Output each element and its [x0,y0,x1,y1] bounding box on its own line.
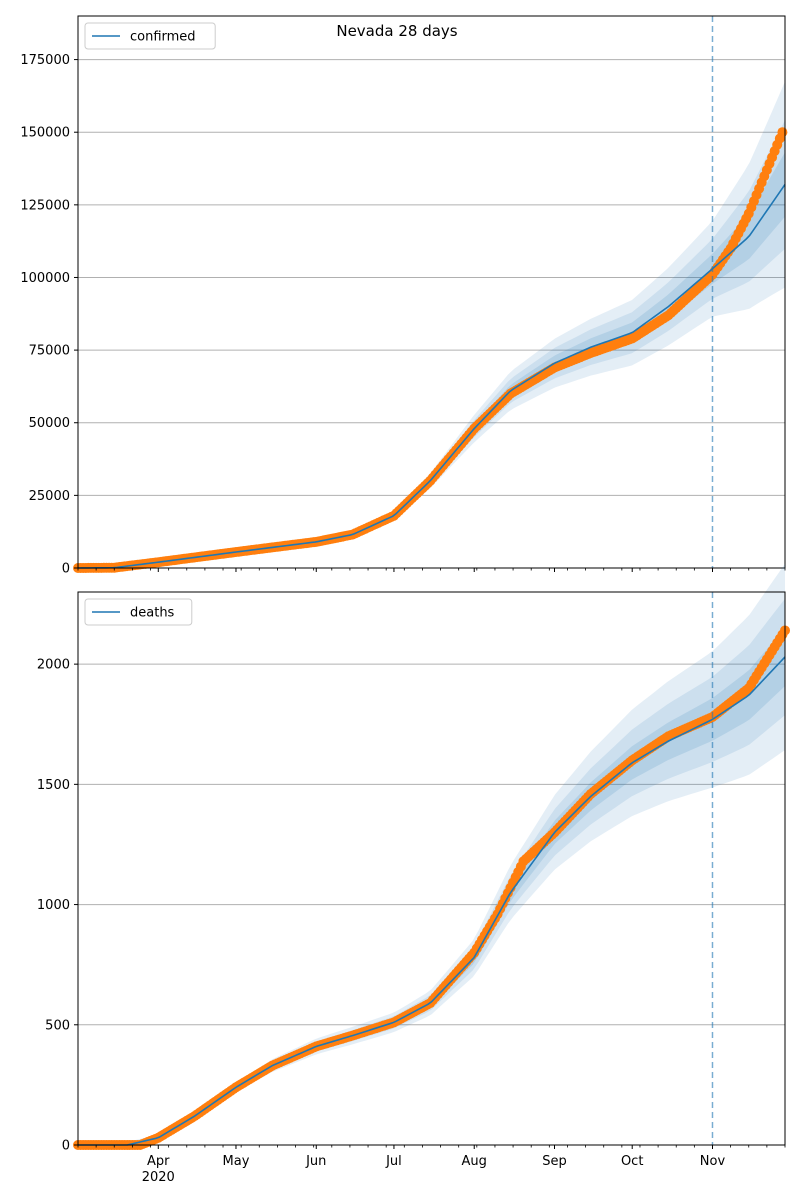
y-tick-label: 100000 [20,271,70,286]
x-tick-label: Jul [385,1154,402,1169]
x-tick-label: Apr [147,1154,170,1169]
y-tick-label: 1000 [37,898,70,913]
uncertainty-band [78,120,785,569]
legend-box [84,22,216,50]
uncertainty-band [78,152,785,568]
x-tick-label: May [223,1154,250,1169]
legend-box [84,598,193,626]
x-tick-label: Nov [700,1154,726,1169]
x-tick-label: Oct [621,1154,643,1169]
y-tick-label: 150000 [20,126,70,141]
legend-label: confirmed [130,30,196,45]
x-tick-label: Sep [542,1154,567,1169]
y-tick-label: 2000 [37,658,70,673]
model-median-line [78,656,786,1146]
observed-point [777,127,788,138]
y-tick-label: 175000 [20,53,70,68]
y-tick-label: 25000 [29,489,70,504]
confirmed-panel: 0 25000 50000 75000 100000 125000 150000 175000… [20,15,788,577]
y-tick-label: 0 [62,1139,70,1154]
model-median-line [77,184,786,569]
deaths-panel: 0 500 1000 1500 2000 Apr May Jun Jul Aug Sep Oct Nov… [37,563,790,1185]
y-tick-label: 125000 [20,198,70,213]
y-tick-label: 50000 [29,416,70,431]
y-tick-label: 0 [62,562,70,577]
axes-frame [77,591,786,1146]
year-label: 2020 [142,1170,175,1185]
x-tick-label: Jun [305,1154,326,1169]
uncertainty-band [78,563,785,1145]
legend-label: deaths [130,606,175,621]
y-tick-label: 75000 [29,344,70,359]
y-tick-label: 500 [45,1018,70,1033]
y-tick-label: 1500 [37,778,70,793]
axes-frame [77,15,786,569]
x-tick-label: Aug [462,1154,487,1169]
figure-title: Nevada 28 days [336,22,457,40]
